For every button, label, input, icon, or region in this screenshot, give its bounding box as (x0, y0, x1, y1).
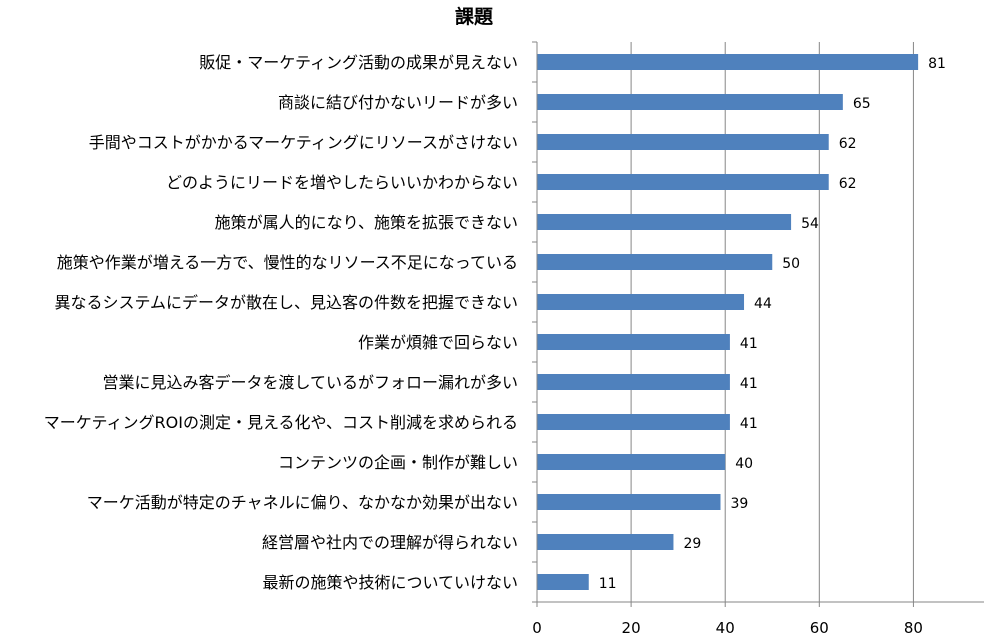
x-tick-label: 80 (904, 619, 923, 637)
bar (537, 534, 674, 550)
category-label: 作業が煩雑で回らない (358, 333, 518, 352)
category-label: 商談に結び付かないリードが多い (278, 93, 518, 112)
category-label: 施策が属人的になり、施策を拡張できない (215, 213, 518, 232)
data-label: 65 (853, 96, 871, 112)
bar (537, 334, 730, 350)
bar (537, 134, 829, 150)
bars (537, 54, 919, 590)
bar (537, 454, 726, 470)
category-labels: 販促・マーケティング活動の成果が見えない商談に結び付かないリードが多い手間やコス… (44, 53, 518, 592)
data-label: 41 (740, 376, 758, 392)
bar (537, 374, 730, 390)
category-label: 施策や作業が増える一方で、慢性的なリソース不足になっている (57, 253, 518, 272)
category-label: 最新の施策や技術についていけない (262, 573, 518, 592)
data-label: 41 (740, 416, 758, 432)
data-label: 81 (928, 56, 946, 72)
data-label: 44 (754, 296, 772, 312)
bar (537, 494, 721, 510)
bar (537, 254, 773, 270)
data-label: 50 (782, 256, 800, 272)
category-label: 経営層や社内での理解が得られない (262, 533, 518, 552)
bar (537, 54, 919, 70)
data-label: 62 (839, 136, 857, 152)
category-label: 営業に見込み客データを渡しているがフォロー漏れが多い (102, 373, 518, 392)
category-label: コンテンツの企画・制作が難しい (278, 453, 518, 472)
data-label: 41 (740, 336, 758, 352)
chart-title: 課題 (455, 5, 494, 28)
bar (537, 294, 745, 310)
x-tick-label: 60 (810, 619, 829, 637)
bar (537, 174, 829, 190)
category-label: 手間やコストがかかるマーケティングにリソースがさけない (89, 133, 518, 152)
data-labels: 81 65 62 62 54 50 44 41 41 41 40 39 29 11 (599, 56, 946, 592)
bar (537, 574, 589, 590)
bar (537, 214, 792, 230)
data-label: 62 (839, 176, 857, 192)
bar (537, 94, 843, 110)
category-label: どのようにリードを増やしたらいいかわからない (166, 173, 518, 192)
data-label: 54 (801, 216, 819, 232)
bar (537, 414, 730, 430)
category-label: マーケティングROIの測定・見える化や、コスト削減を求められる (44, 413, 518, 432)
x-tick-label: 40 (716, 619, 735, 637)
data-label: 11 (599, 576, 617, 592)
category-label: 異なるシステムにデータが散在し、見込客の件数を把握できない (54, 293, 518, 312)
gridlines (630, 42, 914, 602)
category-label: マーケ活動が特定のチャネルに偏り、なかなか効果が出ない (87, 493, 518, 512)
data-label: 29 (683, 536, 701, 552)
x-axis: 0 20 40 60 80 (532, 41, 984, 637)
x-tick-label: 20 (622, 619, 641, 637)
category-label: 販促・マーケティング活動の成果が見えない (199, 53, 518, 72)
x-tick-label: 0 (532, 619, 542, 637)
data-label: 39 (731, 496, 749, 512)
data-label: 40 (735, 456, 753, 472)
